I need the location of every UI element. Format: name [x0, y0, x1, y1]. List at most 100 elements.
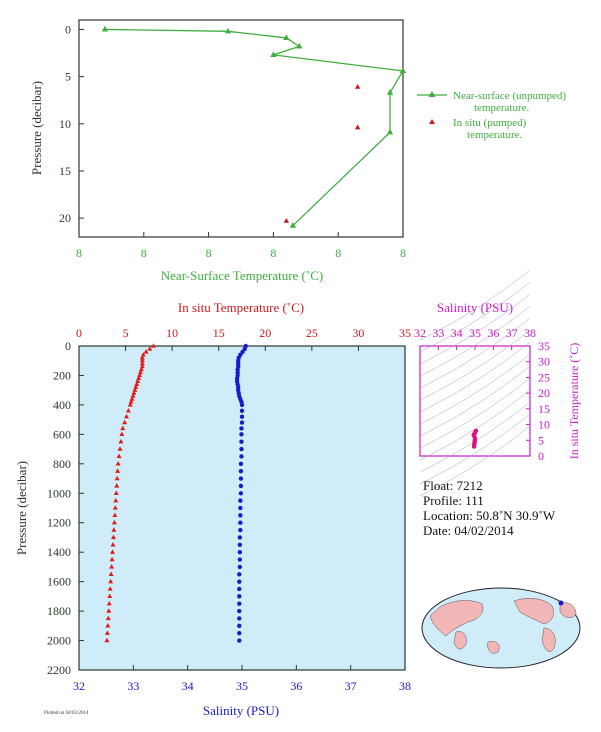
in-situ-point	[354, 124, 361, 130]
map-land-eurasia	[429, 600, 484, 637]
legend-near-surface-label-2: temperature.	[474, 102, 530, 114]
ts-x-tick-label: 37	[506, 326, 518, 340]
float-info: Float: 7212 Profile: 111 Location: 50.8˚…	[423, 478, 555, 538]
salinity-point	[237, 557, 243, 562]
salinity-point	[239, 426, 244, 431]
ts-density-contour	[419, 413, 531, 485]
ts-y-tick-label: 0	[538, 449, 544, 463]
near-surface-point	[283, 34, 290, 41]
ts-density-contour	[419, 377, 531, 449]
map-land-north-america	[513, 598, 554, 625]
near-surface-point	[101, 25, 109, 32]
temperature-point	[128, 399, 134, 404]
salinity-tick-label: 36	[290, 679, 302, 693]
in-situ-point	[354, 83, 361, 89]
pressure-tick-label: 1600	[47, 575, 71, 589]
ts-point	[473, 428, 479, 434]
temperature-point	[111, 527, 117, 532]
map-land-south-america	[541, 627, 556, 652]
temperature-point	[118, 438, 124, 444]
salinity-point	[238, 520, 243, 525]
map-land-australia	[487, 641, 500, 654]
salinity-point	[237, 623, 242, 629]
ts-density-contour	[419, 293, 531, 365]
temperature-point	[139, 354, 145, 360]
temperature-point	[119, 431, 125, 437]
ts-x-tick-label: 36	[487, 326, 499, 340]
date: Date: 04/02/2014	[423, 523, 514, 538]
ts-x-label: Salinity (PSU)	[437, 300, 513, 315]
temperature-point	[113, 497, 119, 503]
salinity-tick-label: 32	[73, 679, 85, 693]
pressure-tick-label: 2200	[47, 663, 71, 677]
temperature-point	[111, 519, 117, 525]
temperature-point	[104, 637, 110, 643]
salinity-point	[239, 439, 244, 444]
salinity-point	[237, 630, 242, 636]
salinity-point	[238, 491, 244, 496]
near-surface-y-tick-label: 10	[59, 117, 71, 131]
salinity-tick-label: 33	[127, 679, 139, 693]
near-surface-x-tick-label: 8	[270, 246, 276, 260]
near-surface-y-tick-label: 5	[65, 70, 71, 84]
temperature-point	[140, 352, 146, 357]
pressure-tick-label: 600	[53, 427, 71, 441]
legend-in-situ-label: In situ (pumped)	[453, 117, 527, 129]
map-land-africa	[453, 631, 467, 650]
temperature-point	[130, 393, 136, 398]
near-surface-point	[270, 51, 277, 58]
temperature-point	[138, 366, 144, 372]
near-surface-point	[289, 222, 296, 228]
profile-number: Profile: 111	[423, 493, 484, 508]
legend-in-situ-label-2: temperature.	[467, 129, 523, 141]
temperature-point	[115, 468, 121, 473]
temperature-point	[129, 396, 135, 401]
temperature-point	[136, 375, 142, 381]
temperature-axis-label: In situ Temperature (˚C)	[178, 300, 304, 315]
ts-density-contour	[419, 365, 531, 437]
salinity-point	[238, 468, 244, 474]
salinity-point	[238, 505, 243, 511]
temperature-point	[139, 357, 145, 363]
temperature-point	[137, 369, 143, 375]
ts-density-contour	[419, 269, 531, 341]
salinity-point	[237, 601, 242, 606]
map-land-europe-edge	[559, 602, 577, 618]
temperature-point	[109, 564, 115, 569]
ts-density-contour	[419, 305, 531, 377]
temperature-point	[122, 419, 128, 425]
world-map	[421, 587, 581, 669]
near-surface-y-tick-label: 20	[59, 211, 71, 225]
temperature-point	[106, 608, 112, 613]
salinity-point	[237, 594, 242, 599]
temperature-point	[125, 408, 131, 413]
salinity-point	[238, 527, 243, 533]
ts-y-tick-label: 20	[538, 386, 550, 400]
temperature-point	[107, 593, 113, 599]
salinity-point	[237, 586, 242, 592]
ts-y-tick-label: 15	[538, 402, 550, 416]
ts-density-contour	[419, 329, 531, 401]
temperature-point	[110, 542, 116, 547]
ts-density-contour	[419, 425, 531, 497]
temperature-point	[110, 549, 116, 554]
temperature-point	[112, 512, 118, 518]
ts-y-label: In situ Temperature (˚C)	[567, 343, 581, 460]
near-surface-point	[296, 42, 303, 49]
near-surface-x-tick-label: 8	[206, 246, 212, 260]
temperature-point	[110, 534, 116, 540]
temperature-point	[133, 384, 139, 389]
temperature-point	[131, 390, 137, 395]
salinity-point	[237, 542, 243, 548]
salinity-axis-label: Salinity (PSU)	[203, 703, 279, 718]
salinity-point	[239, 420, 245, 425]
temperature-point	[108, 571, 114, 576]
pressure-tick-label: 400	[53, 398, 71, 412]
salinity-point	[239, 402, 245, 408]
near-surface-x-tick-label: 8	[400, 246, 406, 260]
temperature-tick-label: 25	[306, 326, 318, 340]
temperature-point	[109, 556, 115, 562]
temperature-point	[150, 343, 157, 348]
